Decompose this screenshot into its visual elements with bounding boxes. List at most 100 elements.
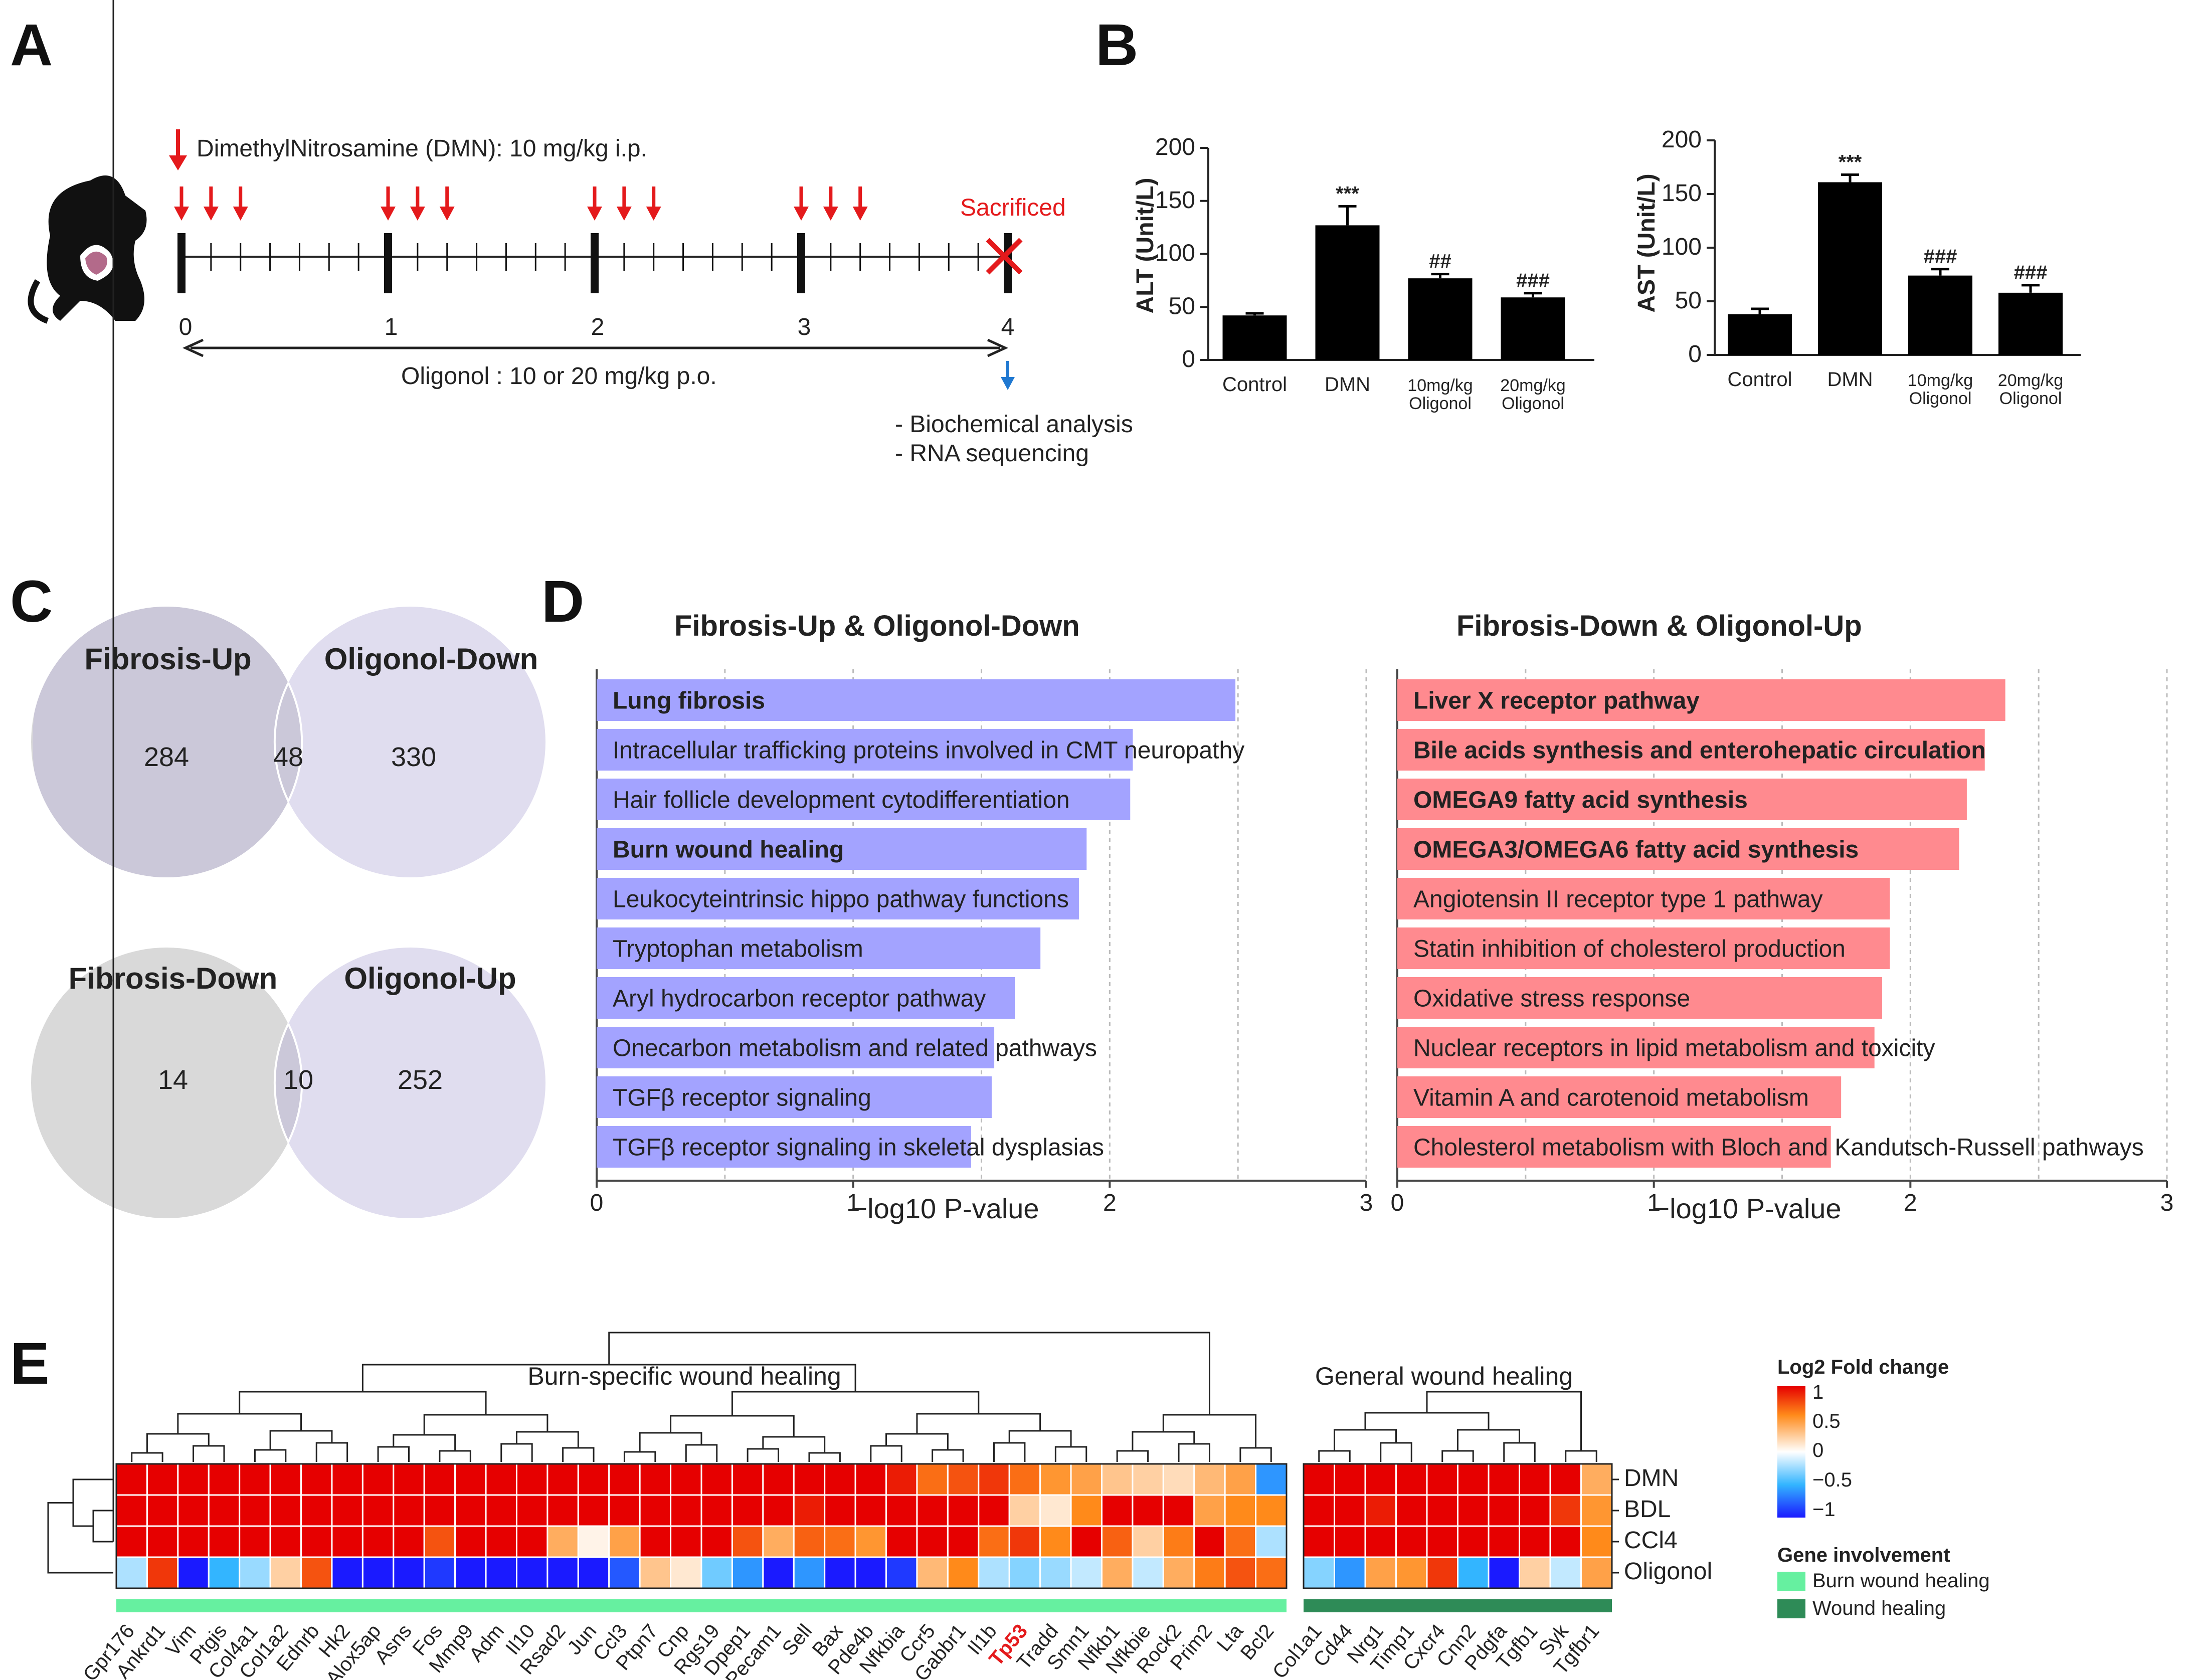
heatmap-cell [854,1556,887,1589]
panel-a: A DimethylNitrosamine (DMN): 10 mg/kg i.… [10,12,1133,467]
e-heatmap: Gpr176Ankrd1VimPtgisCol4a1Col1a2EdnrbHk2… [79,1463,1712,1680]
panel-b: B ALT (Unit/L) 0 50 100 150 200 Control *** DM… [1095,12,2081,413]
heatmap-cell [515,1494,548,1527]
heatmap-cell [239,1463,271,1496]
pathway-bar [1397,1126,1831,1168]
heatmap-cell [1549,1556,1582,1589]
heatmap-cell [1457,1494,1490,1527]
heatmap-cell [639,1556,672,1589]
heatmap-cell [639,1494,672,1527]
week-3: 3 [798,314,811,340]
bar [1222,315,1287,360]
e-legend: Log2 Fold change 1 0.5 0 −0.5 −1 Gene in… [1777,1356,1990,1619]
mouse-liver-icon [28,175,147,324]
heatmap-cell [885,1556,918,1589]
venn-top-right-count: 330 [391,742,436,772]
y-tick-label: 100 [1662,234,1702,260]
e-legend-colorbar [1777,1386,1805,1518]
blue-arrow-icon [1001,361,1015,390]
heatmap-cell [208,1494,241,1527]
heatmap-cell [1255,1525,1288,1558]
x-tick-label: 3 [2160,1190,2174,1216]
heatmap-cell [1457,1556,1490,1589]
heatmap-cell [239,1556,271,1589]
heatmap-cell [854,1494,887,1527]
heatmap-cell [916,1556,949,1589]
heatmap-cell [1334,1525,1366,1558]
week-1: 1 [385,314,398,340]
heatmap-cell [1039,1494,1072,1527]
heatmap-cell [146,1463,179,1496]
heatmap-cell [1193,1556,1226,1589]
heatmap-cell [700,1463,733,1496]
analysis-biochemical: - Biochemical analysis [895,411,1133,438]
e-legend-tick-1: 1 [1812,1381,1823,1403]
heatmap-cell [885,1494,918,1527]
heatmap-cell [546,1556,579,1589]
pathway-bar [1397,828,1959,870]
heatmap-cell [700,1525,733,1558]
dmn-arrow-icon [616,186,632,221]
venn-top-overlap [273,682,303,804]
heatmap-cell [608,1494,641,1527]
heatmap-cell [1039,1463,1072,1496]
heatmap-cell [916,1463,949,1496]
pathway-label: Cholesterol metabolism with Bloch and Ka… [1413,1135,2144,1161]
gene-involvement-strip [1304,1599,1612,1612]
venn-bottom-left-circle [31,948,302,1218]
d-left-xlabel: −log10 P-value [851,1193,1039,1224]
e-involvement-title: Gene involvement [1777,1544,1950,1566]
cross-icon [986,238,1023,275]
venn-bottom-overlap [273,1023,303,1145]
heatmap-cell [485,1463,517,1496]
pathway-bar [597,828,1087,870]
venn-top: Fibrosis-Up Oligonol-Down 284 48 330 [31,607,545,877]
e-legend-tick-neg0.5: −0.5 [1812,1469,1852,1491]
heatmap-cell [1070,1525,1103,1558]
heatmap-cell [762,1494,795,1527]
heatmap-cell [423,1463,456,1496]
heatmap-cell [515,1556,548,1589]
heatmap-cell [1132,1463,1164,1496]
pathway-label: Liver X receptor pathway [1413,688,1700,714]
category-label: Control [1222,374,1287,396]
heatmap-cell [577,1525,610,1558]
heatmap-cell [1039,1525,1072,1558]
heatmap-cell [146,1525,179,1558]
heatmap-cell [361,1463,395,1496]
heatmap-cell [947,1556,980,1589]
e-involvement-burn: Burn wound healing [1812,1570,1990,1592]
panel-d-label: D [541,569,584,635]
heatmap-cell [1193,1494,1226,1527]
dmn-arrow-icon [203,186,219,221]
panel-a-label: A [10,12,53,78]
category-label: Oligonol [1502,394,1564,413]
heatmap-cell [1395,1463,1428,1496]
heatmap-cell [1224,1525,1257,1558]
heatmap-cell [1070,1463,1103,1496]
dmn-arrow-icon [587,186,602,221]
dmn-arrow-icon [646,186,661,221]
x-tick-label: 2 [1904,1190,1917,1216]
pathway-bar [1397,927,1890,969]
y-tick-label: 100 [1155,240,1195,267]
heatmap-cell [731,1556,764,1589]
pathway-label: Nuclear receptors in lipid metabolism an… [1413,1035,1935,1062]
heatmap-cell [1132,1494,1164,1527]
heatmap-cell [978,1494,1010,1527]
x-tick-label: 1 [1647,1190,1661,1216]
heatmap-cell [1303,1556,1335,1589]
y-tick-label: 50 [1675,287,1702,314]
pathway-bar [1397,1076,1842,1118]
heatmap-cell [393,1556,425,1589]
dmn-arrow-icon [852,186,868,221]
pathway-label: Vitamin A and carotenoid metabolism [1413,1085,1809,1111]
venn-top-left-count: 284 [144,742,189,772]
heatmap-cell [1549,1463,1582,1496]
heatmap-cell [454,1494,487,1527]
pathway-label: Aryl hydrocarbon receptor pathway [613,986,986,1012]
heatmap-cell [423,1494,456,1527]
heatmap-cell [762,1525,795,1558]
pathway-bar [1397,977,1883,1019]
heatmap-cell [1426,1463,1458,1496]
